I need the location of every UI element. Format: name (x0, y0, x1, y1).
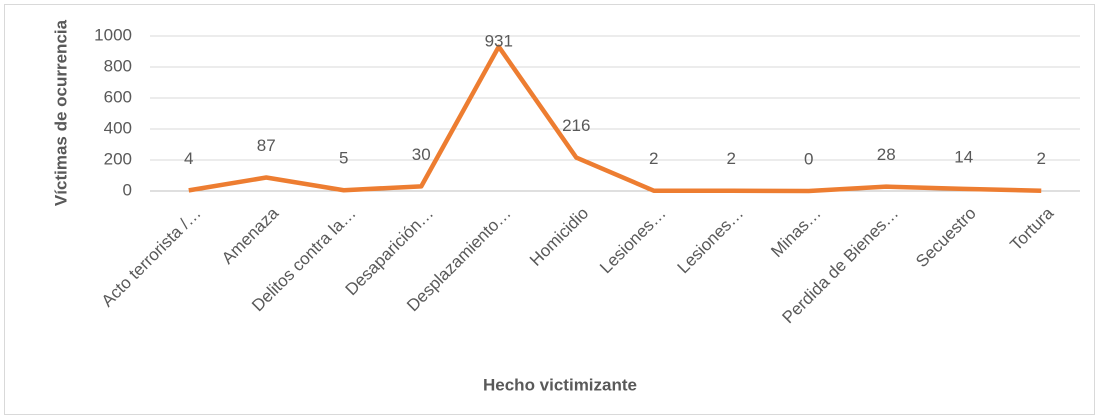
data-label: 2 (649, 149, 658, 168)
chart-border (4, 4, 1095, 415)
data-label: 87 (257, 136, 276, 155)
data-label: 5 (339, 149, 348, 168)
y-tick-label: 600 (104, 87, 132, 106)
data-label: 2 (1037, 149, 1046, 168)
x-axis-title: Hecho victimizante (483, 375, 637, 394)
y-tick-label: 1000 (94, 25, 132, 44)
y-tick-label: 200 (104, 149, 132, 168)
y-tick-label: 0 (123, 180, 132, 199)
y-tick-label: 400 (104, 118, 132, 137)
line (188, 44, 1042, 194)
y-axis-title: Víctimas de ocurrencia (51, 19, 70, 206)
data-label: 2 (727, 149, 736, 168)
data-label: 0 (804, 149, 813, 168)
y-tick-label: 800 (104, 56, 132, 75)
data-label: 14 (954, 147, 973, 166)
data-label: 216 (562, 116, 590, 135)
data-label: 4 (184, 149, 193, 168)
data-label: 28 (877, 145, 896, 164)
data-label: 30 (412, 145, 431, 164)
data-label: 931 (485, 31, 513, 50)
